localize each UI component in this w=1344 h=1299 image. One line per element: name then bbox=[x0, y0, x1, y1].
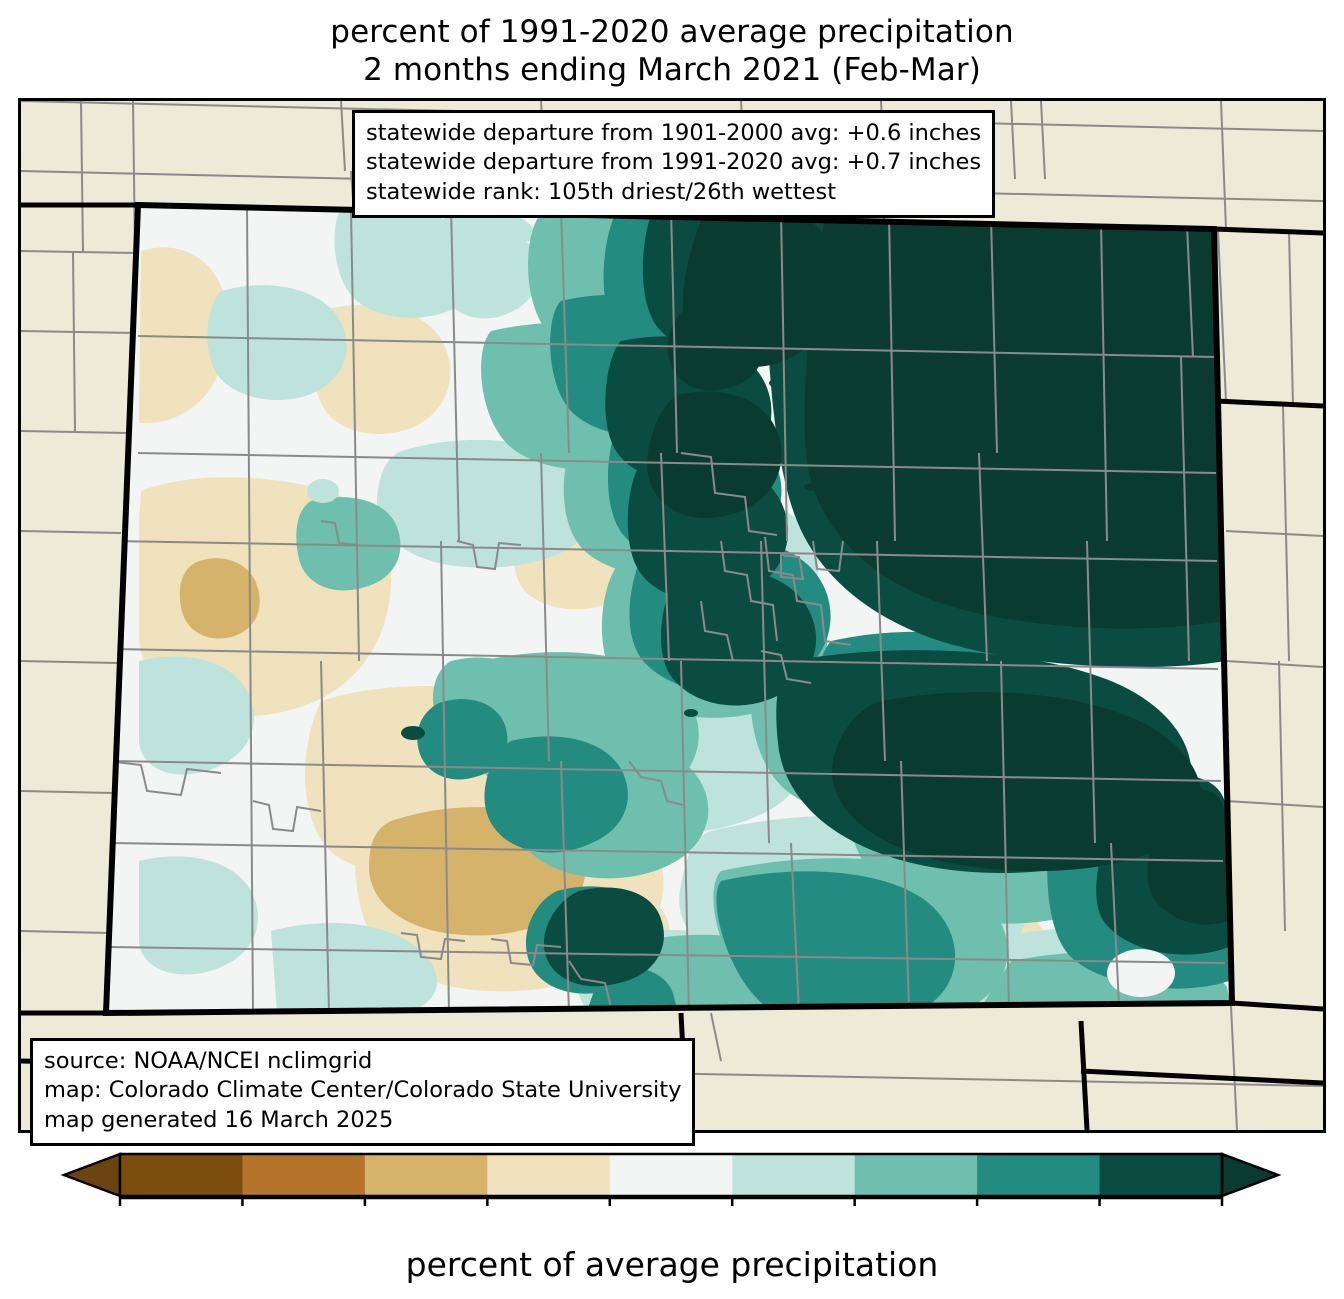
stats-line-3: statewide rank: 105th driest/26th wettes… bbox=[366, 178, 837, 205]
colorbar-band-10-30 bbox=[120, 1154, 244, 1196]
map-canvas bbox=[21, 101, 1323, 1130]
colorbar-band-30-50 bbox=[242, 1154, 366, 1196]
title-line-1: percent of 1991-2020 average precipitati… bbox=[330, 14, 1014, 50]
stats-line-2: statewide departure from 1991-2020 avg: … bbox=[366, 149, 982, 176]
colorbar-band-130-150 bbox=[854, 1154, 978, 1196]
colorbar-band-150-170 bbox=[977, 1154, 1101, 1196]
source-line-2: map: Colorado Climate Center/Colorado St… bbox=[44, 1077, 682, 1104]
band-above-190 bbox=[647, 205, 1228, 925]
colorbar-band-90-110 bbox=[609, 1154, 733, 1196]
colorbar-extend-high bbox=[1220, 1152, 1282, 1198]
colorado-state-outline bbox=[102, 201, 1236, 1017]
source-attribution-box: source: NOAA/NCEI nclimgrid map: Colorad… bbox=[30, 1038, 696, 1146]
precipitation-contour-field bbox=[106, 205, 1232, 1013]
source-line-3: map generated 16 March 2025 bbox=[44, 1106, 394, 1133]
map-frame bbox=[18, 98, 1326, 1133]
colorbar-band-50-70 bbox=[364, 1154, 488, 1196]
colorbar-extend-low bbox=[60, 1152, 122, 1198]
colorbar-band-170-190 bbox=[1099, 1154, 1223, 1196]
stats-line-1: statewide departure from 1901-2000 avg: … bbox=[366, 120, 982, 146]
colorbar-band-110-130 bbox=[732, 1154, 856, 1196]
colorbar-band-70-90 bbox=[487, 1154, 611, 1196]
title-line-2: 2 months ending March 2021 (Feb-Mar) bbox=[363, 51, 981, 88]
figure-title: percent of 1991-2020 average precipitati… bbox=[0, 14, 1344, 90]
colorbar: 1030507090110130150170190 bbox=[0, 1148, 1344, 1299]
colorbar-swatches bbox=[60, 1152, 1282, 1206]
colorbar-axis-label: percent of average precipitation bbox=[405, 1245, 939, 1284]
statewide-statistics-box: statewide departure from 1901-2000 avg: … bbox=[352, 110, 996, 218]
colorado-county-lines bbox=[106, 208, 1226, 1013]
source-line-1: source: NOAA/NCEI nclimgrid bbox=[44, 1048, 373, 1074]
